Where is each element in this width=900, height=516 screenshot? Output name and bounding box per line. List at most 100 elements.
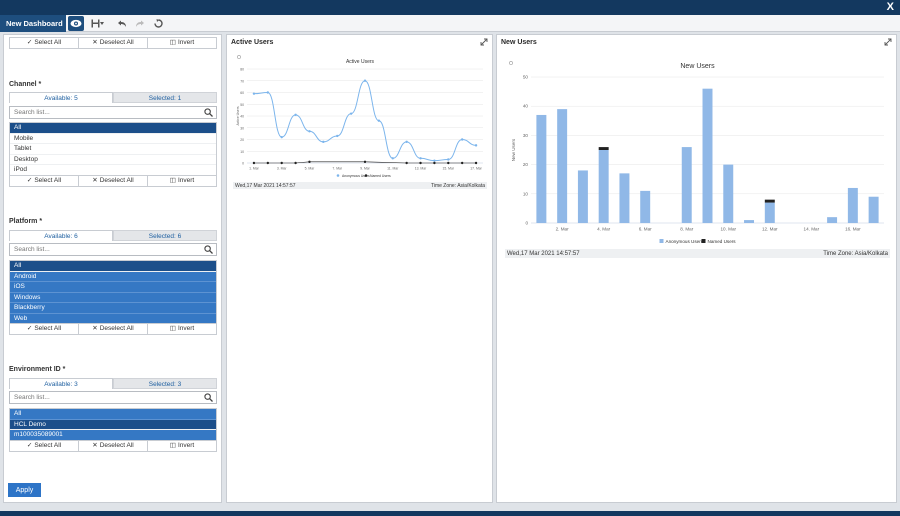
x-icon: ✕ (92, 39, 98, 46)
list-item[interactable]: Android (10, 271, 216, 283)
platform-search-input[interactable] (10, 244, 200, 255)
y-tick-label: 0 (242, 162, 244, 166)
data-point (252, 92, 256, 95)
x-tick-label: 5. Mar (305, 166, 315, 170)
x-tick-label: 12. Mar (762, 227, 778, 232)
list-item[interactable]: Desktop (10, 155, 216, 166)
search-icon[interactable] (204, 245, 213, 254)
check-icon: ✓ (26, 442, 33, 449)
select-all-button[interactable]: ✓ Select All (10, 441, 79, 451)
environment-search-input[interactable] (10, 392, 200, 403)
platform-list: All Android iOS Windows Blackberry Web (9, 260, 217, 326)
select-all-button[interactable]: ✓ Select All (10, 324, 79, 334)
platform-selection-actions: ✓ Select All ✕ Deselect All ◫ Invert (9, 323, 217, 335)
deselect-all-button[interactable]: ✕ Deselect All (79, 38, 148, 48)
search-icon[interactable] (204, 393, 213, 402)
list-item[interactable]: Windows (10, 292, 216, 304)
x-tick-label: 6. Mar (639, 227, 652, 232)
x-tick-label: 4. Mar (597, 227, 610, 232)
footer-timezone: Time Zone: Asia/Kolkata (823, 250, 888, 257)
data-point (474, 161, 478, 165)
redo-button[interactable] (132, 16, 148, 31)
bar (868, 196, 879, 223)
toolbar: New Dashboard (0, 15, 900, 32)
tab-channel-selected[interactable]: Selected: 1 (113, 92, 217, 103)
legend-swatch (336, 174, 340, 177)
view-button[interactable] (68, 16, 84, 31)
close-button[interactable]: X (886, 1, 894, 13)
legend-swatch (659, 239, 664, 243)
channel-search-input[interactable] (10, 107, 200, 118)
list-item[interactable]: HCL Demo (10, 419, 216, 431)
x-icon: ✕ (92, 177, 98, 184)
x-tick-label: 16. Mar (845, 227, 861, 232)
new-users-chart: New Users 0 10 20 30 40 50 New Users 2. Mar 4. Ma… (505, 51, 890, 251)
data-point (308, 160, 311, 164)
x-tick-label: 15. Mar (443, 166, 455, 170)
title-bar: X (0, 0, 900, 15)
tab-channel-available[interactable]: Available: 5 (9, 92, 113, 103)
expand-icon[interactable] (480, 38, 488, 46)
search-icon[interactable] (204, 108, 213, 117)
data-point (433, 161, 436, 165)
environment-label: Environment ID * (9, 366, 66, 373)
invert-button[interactable]: ◫ Invert (169, 39, 195, 46)
bar (744, 220, 755, 223)
bar (557, 109, 568, 223)
deselect-all-button[interactable]: ✕ Deselect All (79, 176, 148, 186)
dashboard-title: New Dashboard (0, 15, 66, 32)
channel-selection-actions: ✓ Select All ✕ Deselect All ◫ Invert (9, 175, 217, 187)
list-item[interactable]: All (10, 123, 216, 134)
platform-search (9, 243, 217, 256)
data-point (433, 159, 436, 162)
tab-environment-available[interactable]: Available: 3 (9, 378, 113, 389)
tab-platform-available[interactable]: Available: 6 (9, 230, 113, 241)
x-tick-label: 8. Mar (680, 227, 693, 232)
list-item[interactable]: All (10, 261, 216, 272)
legend-swatch (364, 174, 368, 177)
data-point (294, 161, 297, 165)
apply-button[interactable]: Apply (8, 483, 41, 497)
select-all-button[interactable]: ✓ Select All (10, 38, 79, 48)
bar (764, 202, 775, 223)
zoom-icon (509, 61, 513, 65)
tab-environment-selected[interactable]: Selected: 3 (113, 378, 217, 389)
expand-icon[interactable] (884, 38, 892, 46)
redo-icon (136, 20, 144, 27)
data-point (377, 119, 381, 122)
tab-platform-selected[interactable]: Selected: 6 (113, 230, 217, 241)
new-users-panel: New Users New Users 0 10 20 30 40 50 New Users 2… (496, 34, 897, 503)
y-tick-label: 60 (240, 91, 244, 95)
data-point (405, 161, 408, 165)
list-item[interactable]: Mobile (10, 134, 216, 145)
invert-button[interactable]: ◫ Invert (169, 442, 195, 449)
deselect-all-button[interactable]: ✕ Deselect All (79, 441, 148, 451)
new-users-svg: New Users 0 10 20 30 40 50 New Users 2. Mar 4. Ma… (509, 61, 884, 244)
list-item[interactable]: iOS (10, 282, 216, 293)
environment-list: All HCL Demo m100035089001 (9, 408, 217, 442)
data-point (419, 161, 422, 165)
refresh-icon (153, 19, 163, 28)
caret-down-icon (99, 22, 104, 25)
list-item[interactable]: All (10, 409, 216, 420)
environment-search (9, 391, 217, 404)
list-item[interactable]: Blackberry (10, 303, 216, 314)
floppy-disk-icon (91, 19, 99, 28)
invert-icon: ◫ (169, 442, 176, 449)
x-tick-label: 11. Mar (387, 166, 399, 170)
active-users-svg: Active Users 0 10 20 30 40 50 60 70 80 Active User… (236, 55, 483, 178)
undo-button[interactable] (114, 16, 130, 31)
data-point (266, 161, 270, 165)
refresh-button[interactable] (150, 16, 166, 31)
invert-button[interactable]: ◫ Invert (169, 325, 195, 332)
bar (827, 217, 838, 223)
save-dropdown-button[interactable] (88, 16, 106, 31)
list-item[interactable]: Tablet (10, 144, 216, 155)
data-point (280, 135, 283, 139)
deselect-all-button[interactable]: ✕ Deselect All (79, 324, 148, 334)
environment-tabs: Available: 3 Selected: 3 (9, 378, 217, 389)
invert-button[interactable]: ◫ Invert (169, 177, 195, 184)
select-all-button[interactable]: ✓ Select All (10, 176, 79, 186)
data-point (266, 91, 270, 94)
y-tick-label: 0 (525, 221, 528, 226)
